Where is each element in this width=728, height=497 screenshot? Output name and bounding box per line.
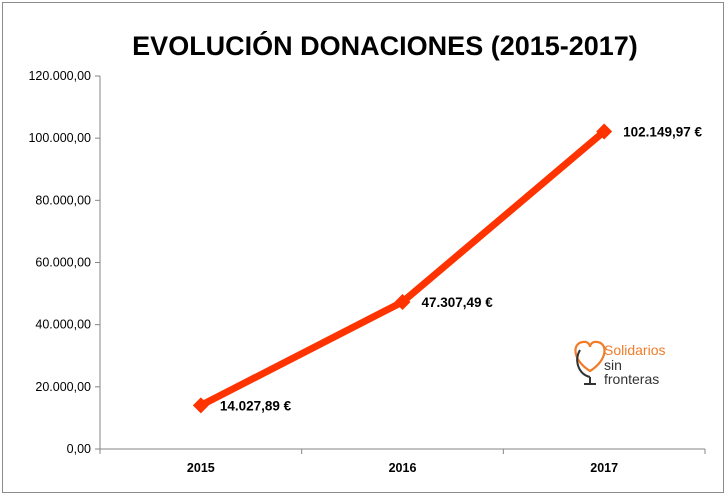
data-label: 102.149,97 €: [623, 124, 702, 139]
series-line: [197, 127, 608, 409]
y-tick-label: 80.000,00: [35, 193, 91, 207]
data-point-marker: [596, 123, 613, 140]
y-tick-label: 40.000,00: [35, 318, 91, 332]
x-tick-label: 2017: [590, 461, 618, 475]
y-tick-label: 60.000,00: [35, 256, 91, 270]
chart-title: EVOLUCIÓN DONACIONES (2015-2017): [132, 30, 638, 61]
solidarios-sin-fronteras-logo: Solidarios sin fronteras: [574, 340, 665, 387]
chart-frame: [2, 2, 724, 493]
x-tick-label: 2015: [187, 461, 215, 475]
series-donaciones: [197, 127, 608, 409]
y-tick-label: 120.000,00: [28, 69, 91, 83]
axes: [99, 76, 705, 450]
x-axis-ticks: 2015 2016 2017: [99, 449, 706, 475]
data-point-marker: [192, 397, 209, 414]
heart-globe-icon: [574, 340, 606, 385]
y-tick-label: 100.000,00: [28, 131, 91, 145]
data-markers: [192, 123, 613, 414]
data-label: 47.307,49 €: [422, 295, 494, 310]
data-labels: 14.027,89 € 47.307,49 € 102.149,97 €: [220, 124, 703, 413]
data-label: 14.027,89 €: [220, 398, 292, 413]
logo-text-sin: sin: [604, 357, 622, 373]
y-tick-label: 20.000,00: [35, 380, 91, 394]
logo-text-solidarios: Solidarios: [604, 342, 665, 358]
logo-text-fronteras: fronteras: [604, 371, 659, 387]
x-tick-label: 2016: [389, 461, 417, 475]
data-point-marker: [394, 293, 411, 310]
y-axis-ticks: 0,00 20.000,00 40.000,00 60.000,00 80.000,00…: [28, 69, 100, 456]
y-tick-label: 0,00: [67, 442, 91, 456]
